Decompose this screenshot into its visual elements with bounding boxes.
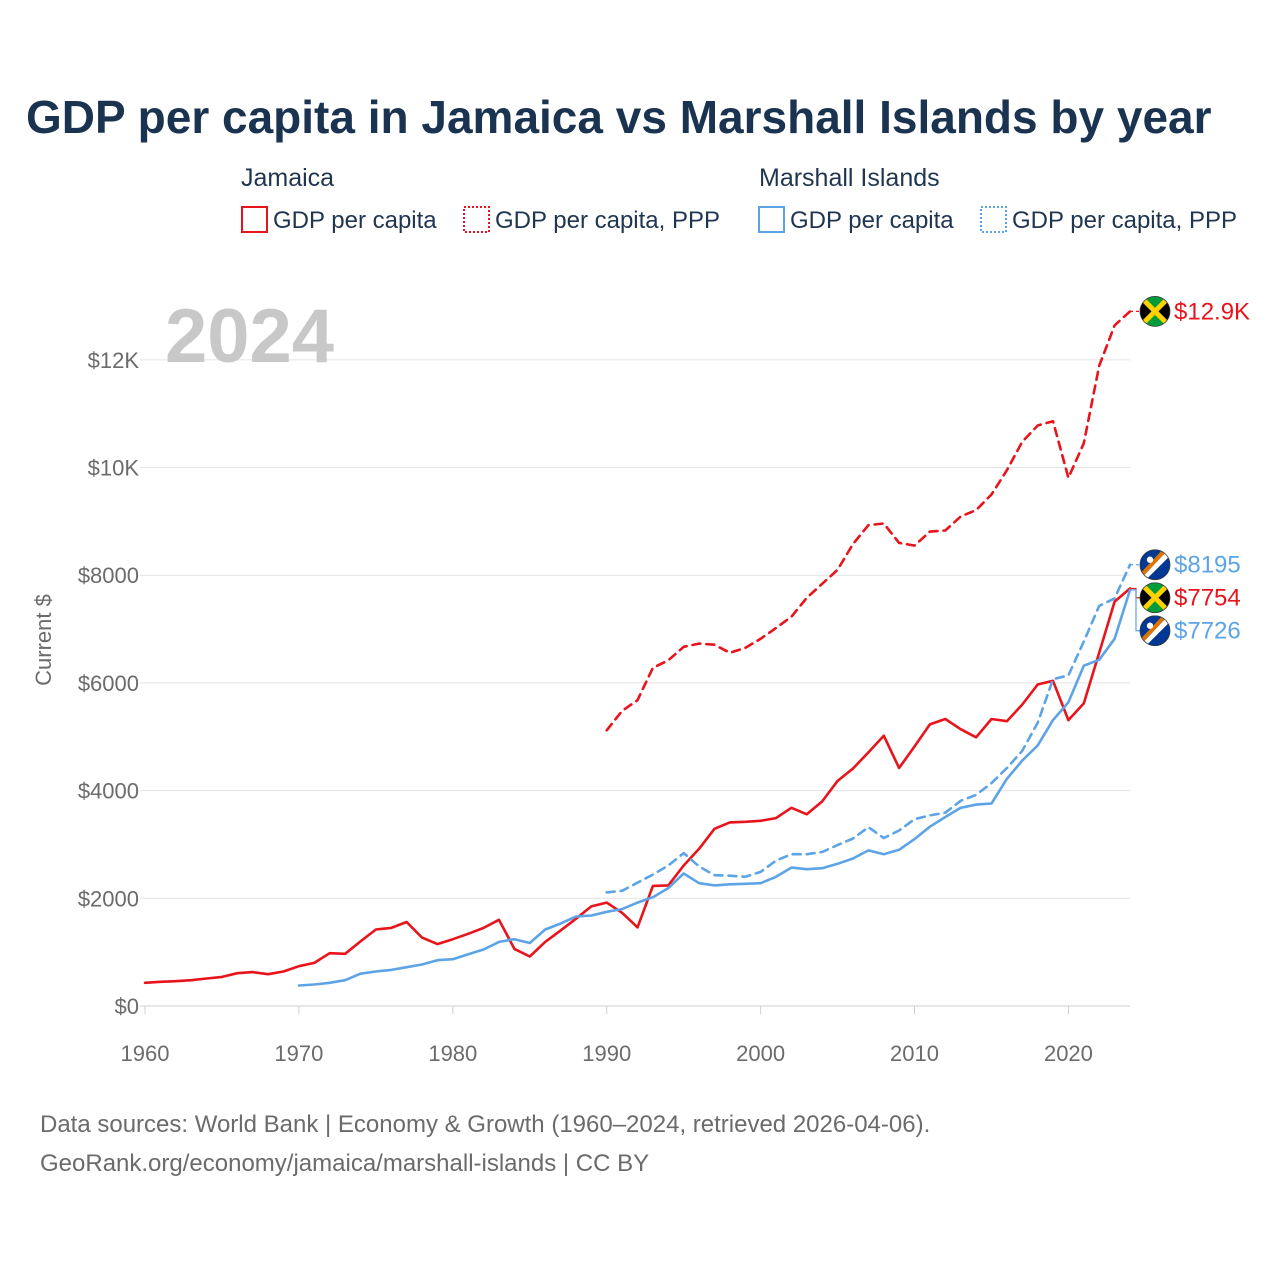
y-axis-ticks: $0 $2000 $4000 $6000 $8000 $10K $12K <box>78 348 140 1019</box>
legend-swatch-jamaica-gdp <box>241 206 268 233</box>
series-line-3 <box>605 563 1132 894</box>
gridlines <box>140 359 1130 1007</box>
end-label-value: $7754 <box>1174 585 1241 612</box>
end-label-value: $7726 <box>1174 618 1241 645</box>
jamaica-flag-icon <box>1139 582 1171 614</box>
marshall-flag-icon <box>1139 549 1171 581</box>
y-tick-label: $10K <box>88 456 140 481</box>
y-tick-label: $12K <box>88 348 140 373</box>
year-watermark: 2024 <box>165 294 334 379</box>
legend-group-marshall: Marshall Islands <box>759 164 940 192</box>
legend-group-jamaica: Jamaica <box>241 164 334 192</box>
end-labels: $12.9K $8195 $7754 $7726 <box>1130 295 1250 647</box>
legend-swatch-marshall-gdp <box>758 206 785 233</box>
footer-credit: GeoRank.org/economy/jamaica/marshall-isl… <box>40 1150 649 1177</box>
x-tick-label: 2020 <box>1044 1041 1093 1066</box>
marshall-flag-icon <box>1139 615 1171 647</box>
y-tick-label: $0 <box>115 994 139 1019</box>
footer-sources: Data sources: World Bank | Economy & Gro… <box>40 1111 930 1138</box>
x-tick-label: 1980 <box>428 1041 477 1066</box>
x-axis-ticks: 1960 1970 1980 1990 2000 2010 2020 <box>121 1006 1093 1066</box>
end-label-connector <box>1130 589 1140 632</box>
series-lines <box>143 310 1132 987</box>
end-label-value: $8195 <box>1174 552 1241 579</box>
x-tick-label: 1970 <box>274 1041 323 1066</box>
legend-label-marshall-gdp: GDP per capita <box>790 207 954 234</box>
x-tick-label: 2010 <box>890 1041 939 1066</box>
y-tick-label: $2000 <box>78 886 139 911</box>
series-line-0 <box>143 587 1132 985</box>
y-tick-label: $6000 <box>78 671 139 696</box>
end-label-value: $12.9K <box>1174 298 1250 325</box>
series-line-2 <box>297 588 1132 987</box>
legend: Jamaica GDP per capita GDP per capita, P… <box>241 164 1237 234</box>
x-tick-label: 2000 <box>736 1041 785 1066</box>
y-tick-label: $4000 <box>78 779 139 804</box>
y-tick-label: $8000 <box>78 563 139 588</box>
jamaica-flag-icon <box>1139 295 1171 327</box>
legend-swatch-marshall-ppp <box>980 206 1007 233</box>
x-tick-label: 1990 <box>582 1041 631 1066</box>
legend-label-jamaica-ppp: GDP per capita, PPP <box>495 207 720 234</box>
series-line-1 <box>605 310 1132 732</box>
chart-title: GDP per capita in Jamaica vs Marshall Is… <box>26 91 1212 143</box>
legend-swatch-jamaica-ppp <box>463 206 490 233</box>
legend-label-marshall-ppp: GDP per capita, PPP <box>1012 207 1237 234</box>
x-tick-label: 1960 <box>121 1041 170 1066</box>
legend-label-jamaica-gdp: GDP per capita <box>273 207 437 234</box>
y-axis-title: Current $ <box>31 594 56 686</box>
